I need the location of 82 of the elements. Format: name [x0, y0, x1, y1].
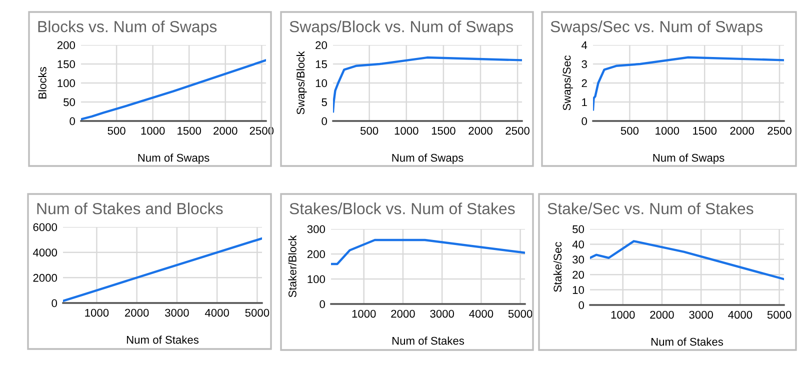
y-tick-label: 200: [307, 250, 326, 258]
y-tick-label: 1: [582, 98, 587, 106]
x-axis-title: Num of Stakes: [651, 338, 724, 346]
y-tick-label: 300: [307, 225, 326, 234]
line-series: [593, 56, 784, 111]
x-tick-label: 1500: [432, 126, 456, 135]
x-tick-label: 500: [620, 126, 639, 135]
x-tick-label: 2000: [125, 308, 149, 317]
x-tick-label: 4000: [728, 310, 752, 319]
x-tick-label: 2000: [650, 310, 674, 319]
x-tick-label: 2000: [214, 126, 238, 135]
y-tick-label: 5: [322, 98, 327, 106]
line-series: [81, 59, 266, 121]
x-tick-label: 500: [108, 126, 126, 135]
x-tick-label: 1000: [394, 126, 418, 135]
chart-title: Num of Stakes and Blocks: [37, 202, 223, 214]
x-axis-title: Num of Stakes: [392, 336, 464, 345]
x-tick-label: 5000: [508, 310, 532, 318]
y-tick-label: 2: [582, 79, 587, 88]
line-series: [331, 238, 525, 266]
y-tick-label: 150: [58, 60, 76, 68]
x-tick-label: 5000: [245, 308, 270, 317]
x-tick-label: 4000: [469, 310, 494, 318]
x-tick-label: 2000: [730, 126, 754, 135]
y-tick-label: 20: [572, 270, 584, 279]
y-tick-label: 40: [572, 240, 584, 248]
y-tick-label: 2000: [33, 274, 58, 282]
y-tick-label: 50: [572, 225, 584, 234]
y-tick-label: 20: [316, 41, 328, 50]
x-tick-label: 2000: [391, 310, 415, 318]
y-tick-label: 50: [64, 98, 76, 106]
y-tick-label: 4000: [32, 248, 58, 256]
chart-title: Blocks vs. Num of Swaps: [38, 20, 217, 36]
y-tick-label: 10: [572, 286, 584, 294]
x-tick-label: 3000: [689, 310, 714, 319]
chart-title: Stake/Sec vs. Num of Stakes: [548, 202, 754, 214]
x-tick-label: 3000: [165, 308, 189, 317]
y-tick-label: 0: [322, 117, 328, 126]
line-series: [63, 237, 262, 302]
y-tick-label: 200: [57, 41, 76, 50]
y-tick-label: 3: [582, 60, 587, 68]
y-axis-title: Swaps/Sec: [562, 56, 573, 110]
y-axis-title: Swaps/Block: [296, 51, 307, 114]
y-tick-label: 0: [320, 300, 326, 308]
y-tick-label: 100: [308, 275, 326, 284]
x-tick-label: 2500: [250, 126, 274, 135]
x-axis-title: Num of Swaps: [653, 154, 724, 164]
y-tick-label: 6000: [33, 223, 58, 232]
x-tick-label: 1000: [141, 126, 165, 135]
line-series: [333, 56, 522, 113]
y-tick-label: 100: [58, 79, 76, 88]
chart-title: Stakes/Block vs. Num of Stakes: [290, 202, 515, 214]
x-tick-label: 1000: [352, 310, 376, 318]
x-tick-label: 1000: [85, 308, 109, 317]
y-tick-label: 30: [572, 256, 584, 264]
x-tick-label: 1500: [693, 126, 717, 135]
x-tick-label: 1000: [656, 126, 680, 135]
y-tick-label: 0: [582, 117, 588, 126]
y-axis-title: Staker/Block: [288, 235, 296, 298]
y-tick-label: 15: [316, 60, 327, 68]
y-tick-label: 10: [316, 79, 328, 88]
x-axis-title: Num of Swaps: [392, 154, 464, 164]
x-axis-title: Num of Stakes: [126, 336, 199, 344]
y-axis-title: Blocks: [38, 67, 46, 98]
x-tick-label: 2500: [768, 126, 792, 135]
x-tick-label: 2500: [506, 126, 530, 135]
x-tick-label: 2000: [468, 126, 492, 135]
x-tick-label: 3000: [430, 310, 454, 318]
y-tick-label: 0: [578, 301, 584, 310]
x-tick-label: 5000: [767, 310, 792, 319]
x-tick-label: 1500: [178, 126, 202, 135]
x-tick-label: 4000: [204, 308, 229, 317]
y-tick-label: 0: [52, 299, 58, 308]
chart-title: Swaps/Block vs. Num of Swaps: [290, 20, 513, 36]
chart-title: Swaps/Sec vs. Num of Swaps: [550, 20, 762, 36]
line-series: [590, 240, 784, 280]
x-axis-title: Num of Swaps: [138, 154, 210, 164]
y-axis-title: Stake/Sec: [553, 242, 562, 292]
y-tick-label: 0: [70, 117, 76, 126]
x-tick-label: 1000: [611, 310, 635, 319]
y-tick-label: 4: [582, 41, 588, 50]
x-tick-label: 500: [360, 126, 378, 135]
